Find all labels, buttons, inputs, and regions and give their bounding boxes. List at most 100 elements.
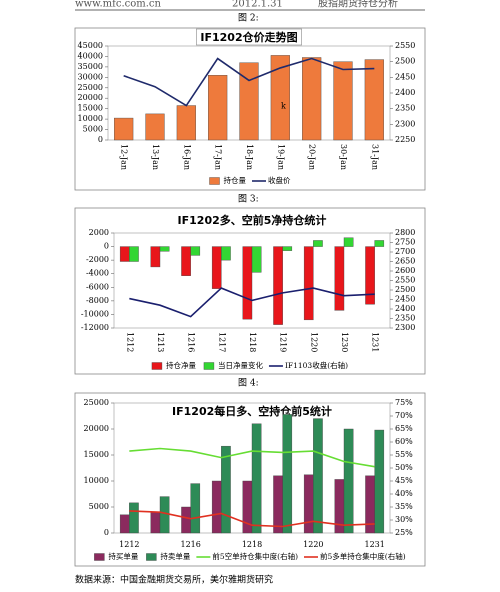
y2-tick-label: 45% [395, 476, 413, 485]
y-tick-label: 30000 [78, 72, 103, 81]
bar [159, 246, 170, 252]
y2-tick-label: 2450 [395, 72, 415, 81]
y-tick-label: 0 [104, 528, 109, 537]
chart-title: IF1202多、空前5净持仓统计 [178, 213, 327, 227]
y-tick-label: -6000 [86, 282, 109, 291]
x-tick-label: 16-Jan [182, 144, 191, 170]
y-tick-label: 25000 [78, 83, 103, 92]
bar [221, 246, 231, 261]
chart-title: IF1202仓价走势图 [200, 30, 297, 44]
y-tick-label: 40000 [78, 51, 103, 60]
y-tick-label: -10000 [81, 309, 109, 318]
x-tick-label: 1231 [364, 540, 384, 549]
x-tick-label: 1230 [340, 332, 349, 352]
bar [303, 246, 314, 321]
y2-tick-label: 30% [395, 515, 413, 524]
line [123, 57, 375, 107]
chart-title: IF1202每日多、空持仓前5统计 [172, 404, 332, 418]
y2-tick-label: 2450 [395, 295, 415, 304]
y2-tick-label: 2350 [395, 314, 415, 323]
y2-tick-label: 2500 [395, 57, 415, 66]
y-tick-label: 2000 [89, 228, 109, 237]
legend-label: 前5多单持仓集中度(右轴) [320, 551, 406, 561]
x-tick-label: 1219 [279, 332, 288, 352]
y2-tick-label: 2700 [395, 247, 415, 256]
bar [374, 240, 385, 247]
y2-tick-label: 25% [395, 528, 413, 537]
x-tick-label: 19-Jan [276, 144, 285, 170]
x-tick-label: 1217 [217, 332, 226, 352]
x-tick-label: 18-Jan [245, 144, 254, 170]
header-date: 2012.1.31 [232, 0, 283, 10]
caption: 图 3: [238, 194, 259, 205]
legend-swatch [203, 362, 215, 370]
bar [270, 55, 290, 141]
y2-tick-label: 40% [395, 489, 413, 498]
y-tick-label: 35000 [78, 62, 103, 71]
legend-label: 持仓量 [224, 175, 247, 185]
y-tick-label: -12000 [81, 323, 109, 332]
x-tick-label: 12-Jan [120, 144, 129, 170]
legend: 持买单量 持卖单量 前5空单持仓集中度(右轴) 前5多单持仓集中度(右轴) [94, 551, 406, 561]
legend: 持仓量 收盘价 [209, 175, 291, 185]
bar [365, 246, 375, 305]
bar [208, 75, 228, 141]
bar [303, 474, 314, 534]
caption: 图 2: [238, 13, 259, 24]
caption: 图 4: [238, 378, 259, 389]
bar [282, 414, 293, 534]
x-tick-label: 1216 [180, 540, 200, 549]
legend-swatch [146, 553, 157, 561]
legend-swatch [151, 362, 163, 370]
title-box [196, 28, 302, 46]
bar [145, 113, 165, 141]
bar [159, 496, 170, 534]
y-tick-label: -2000 [86, 255, 109, 264]
y2-tick-label: 65% [395, 424, 413, 433]
legend: 持仓净量 当日净量变化 IF1103收盘(右轴) [151, 360, 348, 370]
y2-tick-label: 70% [395, 411, 413, 420]
bar [190, 246, 201, 256]
legend-swatch [209, 177, 220, 185]
bar [119, 514, 130, 534]
y-tick-label: 45000 [78, 41, 103, 50]
bar [282, 246, 293, 251]
y2-tick-label: 2400 [395, 88, 415, 97]
y-tick-label: -4000 [86, 269, 109, 278]
bar [190, 483, 201, 534]
bar [211, 246, 222, 289]
line [129, 510, 375, 528]
y-tick-label: 5000 [89, 502, 109, 511]
bar [251, 246, 262, 273]
y2-tick-label: 2550 [395, 276, 415, 285]
legend-label: 前5空单持仓集中度(右轴) [212, 551, 298, 561]
x-tick-label: 1218 [248, 332, 257, 352]
y2-tick-label: 2400 [395, 304, 415, 313]
y2-tick-label: 2800 [395, 228, 415, 237]
bar [313, 418, 323, 534]
y-tick-label: 20000 [84, 424, 109, 433]
y2-tick-label: 2550 [395, 41, 415, 50]
y-tick-label: 5000 [83, 125, 103, 134]
x-tick-label: 1220 [309, 332, 318, 352]
source: 数据来源：中国金融期货交易所，美尔雅期货研究 [75, 574, 273, 586]
bar [273, 246, 283, 325]
x-tick-label: 1218 [242, 540, 262, 549]
x-tick-label: 30-Jan [339, 144, 348, 170]
x-tick-label: 1220 [303, 540, 323, 549]
bar [150, 246, 161, 268]
line [129, 447, 375, 468]
y-tick-label: -8000 [86, 296, 109, 305]
legend-label: IF1103收盘(右轴) [285, 360, 348, 370]
x-tick-label: 31-Jan [370, 144, 379, 170]
bar [302, 57, 322, 141]
x-tick-label: 1231 [371, 332, 380, 352]
bar [334, 246, 345, 311]
line [129, 287, 375, 318]
bar [119, 246, 130, 262]
y-tick-label: 15000 [84, 450, 109, 459]
y-tick-label: 20000 [78, 93, 103, 102]
y2-tick-label: 50% [395, 463, 413, 472]
bar [374, 429, 385, 534]
